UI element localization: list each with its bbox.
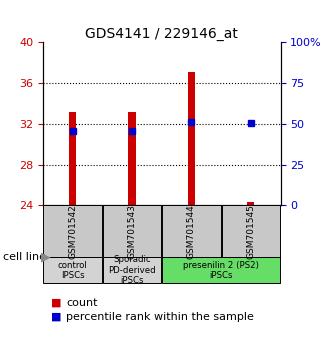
Text: presenilin 2 (PS2)
iPSCs: presenilin 2 (PS2) iPSCs [183, 261, 259, 280]
Text: ■: ■ [51, 312, 62, 322]
Text: GSM701543: GSM701543 [127, 204, 137, 259]
Bar [44, 257, 102, 283]
Text: percentile rank within the sample: percentile rank within the sample [66, 312, 254, 322]
Text: Sporadic
PD-derived
iPSCs: Sporadic PD-derived iPSCs [108, 256, 156, 285]
Text: GSM701544: GSM701544 [187, 204, 196, 259]
Bar [69, 112, 76, 205]
Bar [128, 112, 136, 205]
Text: ▶: ▶ [41, 250, 51, 263]
Text: count: count [66, 298, 97, 308]
Text: ■: ■ [51, 298, 62, 308]
Text: control
IPSCs: control IPSCs [58, 261, 87, 280]
Bar [44, 205, 102, 257]
Text: GSM701542: GSM701542 [68, 204, 77, 259]
Bar [222, 205, 280, 257]
Bar [162, 205, 220, 257]
Text: GSM701545: GSM701545 [246, 204, 255, 259]
Bar [247, 202, 254, 205]
Bar [103, 257, 161, 283]
Bar [103, 205, 161, 257]
Text: cell line: cell line [3, 252, 46, 262]
Bar [188, 72, 195, 205]
Bar [162, 257, 280, 283]
Title: GDS4141 / 229146_at: GDS4141 / 229146_at [85, 28, 238, 41]
